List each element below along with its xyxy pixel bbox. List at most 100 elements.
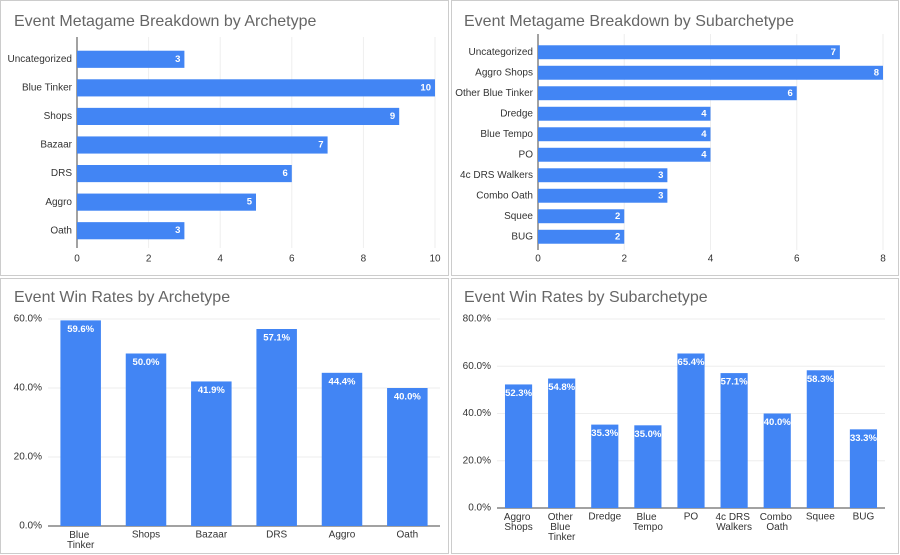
x-tick-label: 4 [217, 254, 223, 265]
x-tick-label: 2 [146, 254, 152, 265]
data-label: 5 [247, 197, 253, 208]
bar [125, 353, 167, 526]
y-tick-label: 80.0% [463, 314, 491, 325]
bar [77, 50, 185, 68]
x-tick-label: 4 [708, 254, 714, 265]
y-tick-label: Aggro Shops [475, 67, 533, 78]
bar [191, 381, 232, 526]
y-tick-label: Blue Tempo [480, 129, 533, 140]
bar [504, 384, 533, 508]
data-label: 2 [615, 231, 620, 242]
y-tick-label: 60.0% [463, 361, 491, 372]
data-label: 4 [701, 149, 707, 160]
bar [538, 188, 668, 203]
y-tick-label: 20.0% [14, 452, 42, 463]
data-label: 10 [420, 82, 431, 93]
bar [538, 65, 883, 80]
panel [451, 0, 899, 276]
y-tick-label: Other Blue Tinker [455, 88, 533, 99]
bar [634, 425, 662, 508]
bar [591, 424, 619, 508]
x-tick-label: Shops [132, 530, 160, 541]
data-label: 57.1% [263, 333, 290, 344]
panel [0, 0, 449, 276]
bar [77, 193, 256, 211]
data-label: 57.1% [721, 377, 748, 388]
bar [538, 209, 625, 224]
data-label: 2 [615, 211, 620, 222]
y-tick-label: BUG [511, 231, 533, 242]
bar [720, 373, 748, 508]
bar [538, 86, 797, 101]
data-label: 40.0% [394, 392, 421, 403]
bar [77, 107, 400, 125]
chart-title: Event Metagame Breakdown by Subarchetype [464, 13, 794, 30]
data-label: 3 [658, 190, 663, 201]
x-tick-label: Blue Tempo [633, 512, 663, 533]
y-tick-label: 40.0% [463, 408, 491, 419]
x-tick-label: 8 [361, 254, 367, 265]
x-tick-label: Aggro Shops [504, 512, 533, 533]
bar [849, 429, 878, 508]
data-label: 9 [390, 111, 395, 122]
y-tick-label: PO [519, 149, 534, 160]
x-tick-label: Other Blue Tinker [548, 512, 576, 543]
data-label: 40.0% [764, 417, 791, 428]
bar [763, 413, 791, 508]
data-label: 41.9% [198, 385, 225, 396]
bar [256, 329, 297, 526]
y-tick-label: Uncategorized [8, 54, 72, 65]
bar [538, 229, 625, 244]
data-label: 3 [658, 170, 663, 181]
data-label: 4 [701, 129, 707, 140]
data-label: 3 [175, 54, 180, 65]
x-tick-label: 6 [289, 254, 295, 265]
x-tick-label: 2 [621, 254, 627, 265]
y-tick-label: Combo Oath [476, 190, 533, 201]
chart-title: Event Metagame Breakdown by Archetype [14, 13, 316, 30]
x-tick-label: DRS [266, 530, 287, 541]
chart-title: Event Win Rates by Archetype [14, 289, 230, 306]
y-tick-label: Dredge [500, 108, 533, 119]
data-label: 35.0% [634, 429, 661, 440]
data-label: 35.3% [591, 428, 618, 439]
data-label: 65.4% [678, 357, 705, 368]
x-tick-label: 0 [74, 254, 80, 265]
x-tick-label: BUG [853, 512, 875, 523]
y-tick-label: DRS [51, 168, 72, 179]
y-tick-label: 0.0% [19, 521, 42, 532]
x-tick-label: PO [684, 512, 699, 523]
chart-title: Event Win Rates by Subarchetype [464, 289, 708, 306]
y-tick-label: 4c DRS Walkers [460, 170, 533, 181]
x-tick-label: Blue Tinker [67, 530, 95, 551]
data-label: 44.4% [329, 376, 356, 387]
bar [77, 136, 328, 154]
y-tick-label: Uncategorized [469, 47, 533, 58]
x-tick-label: Oath [396, 530, 418, 541]
panel [0, 278, 449, 554]
y-tick-label: 40.0% [14, 383, 42, 394]
data-label: 33.3% [850, 433, 877, 444]
bar [538, 168, 668, 183]
y-tick-label: Squee [504, 211, 533, 222]
data-label: 52.3% [505, 388, 532, 399]
y-tick-label: Bazaar [40, 140, 72, 151]
x-tick-label: Bazaar [195, 530, 227, 541]
data-label: 4 [701, 108, 707, 119]
bar [538, 127, 711, 142]
data-label: 7 [318, 140, 323, 151]
x-tick-label: 10 [429, 254, 441, 265]
y-tick-label: 20.0% [463, 455, 491, 466]
panel [451, 278, 899, 554]
y-tick-label: Shops [44, 111, 72, 122]
bar [321, 372, 363, 526]
data-label: 8 [874, 67, 879, 78]
x-tick-label: Aggro [329, 530, 356, 541]
y-tick-label: Aggro [45, 197, 72, 208]
bar [538, 106, 711, 121]
bar [387, 388, 428, 526]
data-label: 6 [283, 168, 288, 179]
data-label: 54.8% [548, 382, 575, 393]
bar [548, 378, 576, 508]
